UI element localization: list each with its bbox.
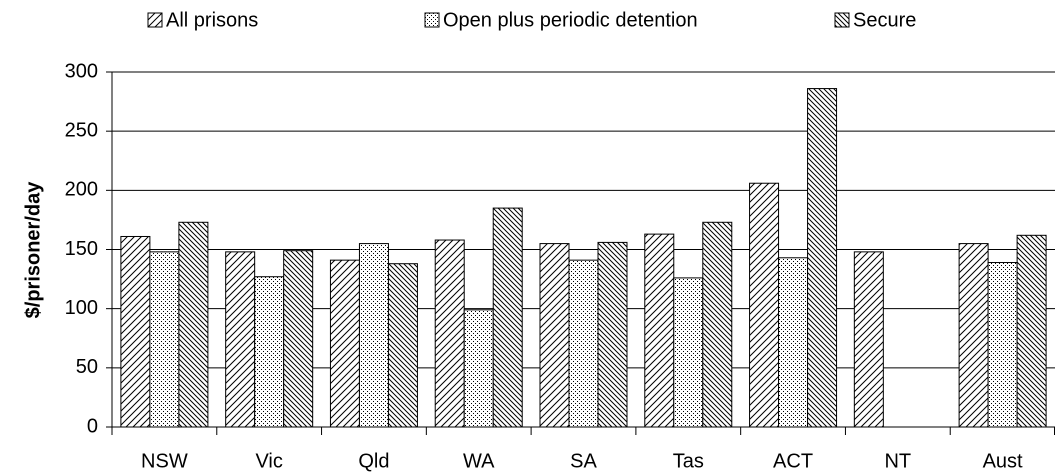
y-tick-label: 200 [65, 179, 98, 201]
bar [539, 243, 570, 428]
y-tick-label: 300 [65, 60, 98, 82]
bar [149, 251, 180, 428]
bar [644, 233, 675, 428]
legend-swatch [834, 12, 850, 28]
bar [178, 221, 209, 428]
bar [958, 243, 989, 428]
legend-swatch [424, 12, 440, 28]
x-tick-label: ACT [773, 450, 813, 472]
x-tick-label: Aust [983, 450, 1023, 472]
y-tick-label: 150 [65, 238, 98, 260]
bar [673, 277, 704, 428]
legend-label: Open plus periodic detention [443, 9, 698, 31]
bar [1016, 234, 1047, 428]
x-tick-label: Tas [673, 450, 704, 472]
bar [778, 257, 809, 428]
bar [329, 259, 360, 428]
bar [807, 88, 838, 428]
bar [702, 221, 733, 428]
legend-swatch [147, 12, 163, 28]
legend-label: All prisons [166, 9, 258, 31]
x-tick-label: Vic [255, 450, 282, 472]
x-tick-label: WA [463, 450, 495, 472]
legend-label: Secure [853, 9, 916, 31]
bar [597, 241, 628, 428]
bar [254, 276, 285, 428]
bar [283, 250, 314, 428]
y-axis-label: $/prisoner/day [22, 181, 44, 319]
bar [120, 235, 151, 428]
bar [358, 243, 389, 428]
x-tick-label: NSW [141, 450, 188, 472]
bar [463, 309, 494, 428]
x-tick-label: SA [570, 450, 597, 472]
y-tick-label: 50 [76, 356, 98, 378]
x-tick-label: Qld [358, 450, 389, 472]
bar [853, 251, 884, 428]
bar [568, 259, 599, 428]
y-tick-label: 250 [65, 119, 98, 141]
bar [225, 251, 256, 428]
bar [749, 182, 780, 428]
x-tick-label: NT [884, 450, 911, 472]
y-tick-label: 0 [87, 415, 98, 437]
bar [492, 207, 523, 428]
bar [987, 262, 1018, 428]
bar [387, 263, 418, 428]
bar [434, 239, 465, 428]
y-tick-label: 100 [65, 297, 98, 319]
